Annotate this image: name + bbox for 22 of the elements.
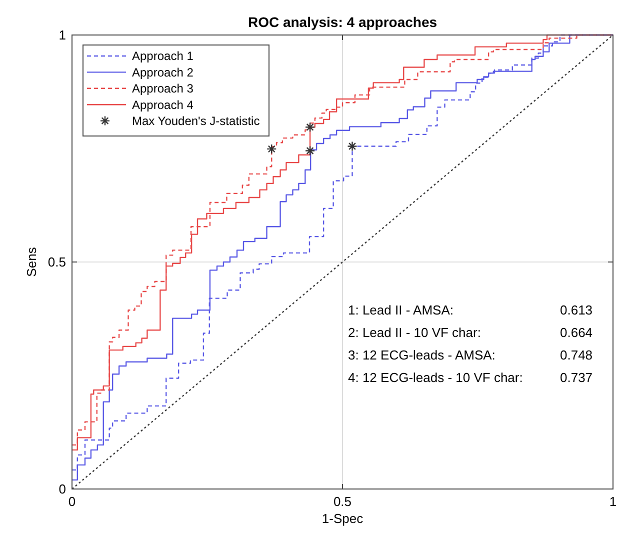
x-tick-label: 0.5	[333, 494, 352, 509]
x-tick-label: 0	[68, 494, 76, 509]
legend-label: Approach 1	[132, 49, 194, 64]
text: 3: 12 ECG-leads - AMSA: 0.748	[348, 348, 593, 363]
text: 2: Lead II - 10 VF char: 0.664	[348, 325, 593, 340]
legend-label: Approach 3	[132, 82, 194, 96]
x-axis-title: 1-Spec	[322, 511, 364, 526]
y-tick-label: 1	[58, 28, 66, 43]
y-tick-label: 0	[58, 482, 66, 497]
chart-title: ROC analysis: 4 approaches	[248, 14, 438, 30]
point	[304, 146, 316, 156]
y-axis-title: Sens	[24, 246, 39, 277]
text: 1: Lead II - AMSA: 0.613	[348, 302, 593, 318]
y-tick-label: 0.5	[48, 254, 66, 270]
legend-label: Approach 4	[132, 98, 194, 112]
text: 4: 12 ECG-leads - 10 VF char: 0.737	[348, 370, 593, 386]
point	[347, 141, 358, 152]
legend-label: Approach 2	[132, 65, 194, 80]
x-tick-label: 1	[609, 494, 617, 509]
point	[266, 144, 277, 154]
point	[304, 122, 316, 132]
legend-label: Max Youden's J-statistic	[132, 114, 260, 128]
